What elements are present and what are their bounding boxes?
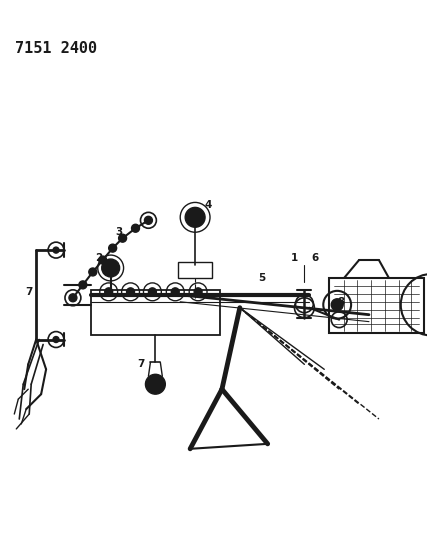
Text: 2: 2 — [95, 253, 102, 263]
Circle shape — [146, 374, 165, 394]
Circle shape — [53, 247, 59, 253]
Text: 6: 6 — [312, 253, 319, 263]
Text: 7: 7 — [26, 287, 33, 297]
FancyBboxPatch shape — [329, 278, 424, 333]
Circle shape — [105, 288, 113, 296]
Circle shape — [194, 288, 202, 296]
FancyBboxPatch shape — [91, 290, 220, 335]
Text: 1: 1 — [291, 253, 298, 263]
Circle shape — [53, 336, 59, 343]
Text: 8: 8 — [338, 297, 345, 307]
Circle shape — [79, 281, 87, 289]
Circle shape — [99, 256, 107, 264]
Circle shape — [145, 216, 152, 224]
Text: 7: 7 — [137, 359, 144, 369]
FancyBboxPatch shape — [178, 262, 212, 278]
Circle shape — [131, 224, 140, 232]
Circle shape — [185, 207, 205, 227]
Text: 7151 2400: 7151 2400 — [15, 42, 98, 56]
Circle shape — [89, 268, 97, 276]
Circle shape — [109, 244, 117, 252]
Circle shape — [127, 288, 134, 296]
Circle shape — [149, 288, 156, 296]
Text: 5: 5 — [258, 273, 265, 283]
Text: 3: 3 — [115, 227, 122, 237]
Circle shape — [331, 299, 343, 311]
Circle shape — [102, 259, 119, 277]
Text: 4: 4 — [204, 200, 212, 211]
Circle shape — [69, 294, 77, 302]
Circle shape — [119, 234, 127, 242]
Circle shape — [171, 288, 179, 296]
